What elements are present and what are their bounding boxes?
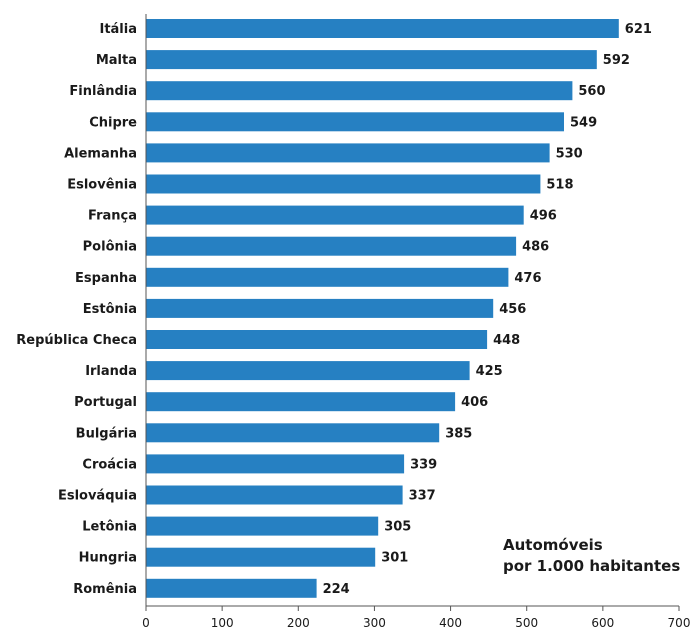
bar bbox=[146, 174, 541, 194]
category-labels: Itália Malta Finlândia Chipre Alemanha Eslovê… bbox=[16, 22, 137, 597]
bar bbox=[146, 267, 509, 287]
value-label: 385 bbox=[445, 426, 472, 441]
category-label: Chipre bbox=[89, 115, 137, 130]
bar bbox=[146, 50, 597, 70]
bar bbox=[146, 112, 564, 132]
x-tick-label: 600 bbox=[591, 616, 614, 630]
category-label: Estônia bbox=[83, 302, 137, 317]
category-label: Polônia bbox=[83, 240, 137, 255]
bar bbox=[146, 236, 517, 256]
category-label: Irlanda bbox=[85, 364, 137, 379]
category-label: Eslovênia bbox=[67, 178, 137, 193]
value-label: 592 bbox=[603, 53, 630, 68]
x-tick-label: 700 bbox=[668, 616, 691, 630]
category-label: Hungria bbox=[79, 551, 137, 566]
x-tick-label: 0 bbox=[142, 616, 150, 630]
value-label: 425 bbox=[476, 364, 503, 379]
bar bbox=[146, 516, 379, 536]
bars-group bbox=[146, 19, 619, 598]
value-label: 224 bbox=[323, 582, 350, 597]
category-label: Croácia bbox=[82, 457, 137, 472]
value-label: 301 bbox=[381, 551, 408, 566]
value-label: 560 bbox=[578, 84, 605, 99]
x-tick-label: 200 bbox=[287, 616, 310, 630]
category-label: Portugal bbox=[74, 395, 137, 410]
category-label: Malta bbox=[96, 53, 137, 68]
value-label: 456 bbox=[499, 302, 526, 317]
value-label: 530 bbox=[556, 146, 583, 161]
unit-annotation: Automóveis por 1.000 habitantes bbox=[503, 535, 693, 577]
bar bbox=[146, 143, 550, 163]
category-label: Letônia bbox=[82, 520, 137, 535]
value-label: 339 bbox=[410, 457, 437, 472]
x-tick-label: 100 bbox=[211, 616, 234, 630]
value-label: 305 bbox=[384, 520, 411, 535]
category-label: República Checa bbox=[16, 333, 137, 348]
value-label: 448 bbox=[493, 333, 520, 348]
category-label: França bbox=[88, 209, 137, 224]
value-labels: 621 592 560 549 530 518 496 486 476 456 448 425 406 3… bbox=[323, 22, 652, 597]
x-tick-label: 400 bbox=[439, 616, 462, 630]
category-label: Itália bbox=[99, 22, 137, 37]
category-label: Bulgária bbox=[76, 426, 137, 441]
value-label: 621 bbox=[625, 22, 652, 37]
bar bbox=[146, 361, 470, 381]
value-label: 518 bbox=[546, 178, 573, 193]
bar bbox=[146, 330, 488, 349]
value-label: 496 bbox=[530, 209, 557, 224]
value-label: 337 bbox=[409, 489, 436, 504]
bar bbox=[146, 578, 317, 598]
category-label: Espanha bbox=[75, 271, 137, 286]
category-label: Finlândia bbox=[69, 84, 137, 99]
category-label: Alemanha bbox=[64, 146, 137, 161]
x-tick-label: 500 bbox=[515, 616, 538, 630]
bar bbox=[146, 81, 573, 101]
bar bbox=[146, 19, 619, 38]
x-axis-ticks: 0 100 200 300 400 500 600 700 bbox=[142, 606, 690, 630]
category-label: Eslováquia bbox=[58, 489, 137, 504]
x-tick-label: 300 bbox=[363, 616, 386, 630]
bar bbox=[146, 423, 440, 443]
bar bbox=[146, 454, 405, 474]
value-label: 549 bbox=[570, 115, 597, 130]
bar bbox=[146, 392, 456, 412]
unit-annotation-line-2: por 1.000 habitantes bbox=[503, 557, 681, 575]
value-label: 486 bbox=[522, 240, 549, 255]
unit-annotation-line-1: Automóveis bbox=[503, 536, 603, 554]
bar bbox=[146, 298, 494, 318]
value-label: 406 bbox=[461, 395, 488, 410]
value-label: 476 bbox=[514, 271, 541, 286]
bar bbox=[146, 485, 403, 505]
bar bbox=[146, 205, 524, 225]
bar bbox=[146, 547, 376, 567]
category-label: Romênia bbox=[73, 582, 137, 597]
